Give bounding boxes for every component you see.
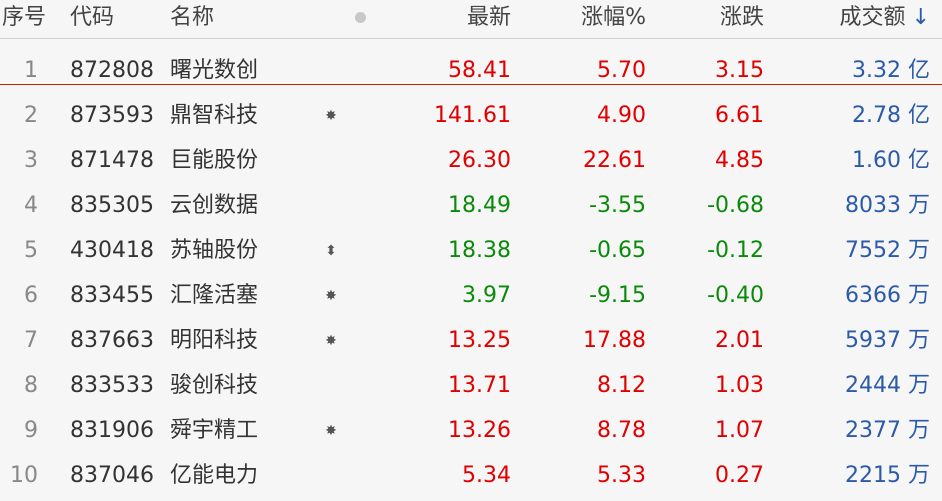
row-index: 9 [24,418,38,443]
table-row[interactable]: 5 430418 苏轴股份 ⬍ 18.38 -0.65 -0.12 7552 万 [0,228,942,273]
header-index[interactable]: 序号 [2,5,47,30]
stock-name: 舜宇精工 [170,418,259,443]
status-dot-icon [355,12,366,23]
header-pct[interactable]: 涨幅% [581,5,646,30]
header-price[interactable]: 最新 [466,5,511,30]
selected-row-indicator [0,84,942,85]
amount: 1.60 亿 [852,148,930,173]
change: -0.40 [707,283,764,308]
stock-name: 云创数据 [170,193,259,218]
price: 141.61 [434,103,511,128]
stock-name: 亿能电力 [170,463,259,488]
stock-name: 曙光数创 [170,58,259,83]
price: 13.26 [448,418,511,443]
stock-mark-icon: ✸ [325,288,337,304]
stock-code: 872808 [70,58,154,83]
header-code[interactable]: 代码 [70,5,115,30]
change-pct: 8.78 [597,418,646,443]
row-index: 1 [24,58,38,83]
price: 5.34 [462,463,511,488]
price: 26.30 [448,148,511,173]
header-amount-label: 成交额 [839,5,906,30]
change-pct: 17.88 [583,328,646,353]
table-row[interactable]: 3 871478 巨能股份 26.30 22.61 4.85 1.60 亿 [0,138,942,183]
change: 3.15 [715,58,764,83]
amount: 7552 万 [845,238,930,263]
stock-code: 873593 [70,103,154,128]
price: 58.41 [448,58,511,83]
stock-code: 831906 [70,418,154,443]
header-amount[interactable]: 成交额 ↓ [840,3,930,33]
row-index: 6 [24,283,38,308]
stock-mark-icon: ✸ [325,333,337,349]
change: 6.61 [715,103,764,128]
change-pct: 22.61 [583,148,646,173]
stock-code: 837046 [70,463,154,488]
stock-name: 巨能股份 [170,148,259,173]
table-row[interactable]: 8 833533 骏创科技 13.71 8.12 1.03 2444 万 [0,363,942,408]
stock-name: 苏轴股份 [170,238,259,263]
amount: 2.78 亿 [852,103,930,128]
amount: 2444 万 [845,373,930,398]
change: 1.07 [715,418,764,443]
change: 4.85 [715,148,764,173]
price: 3.97 [462,283,511,308]
change: 2.01 [715,328,764,353]
stock-mark-icon: ⬍ [325,243,337,259]
change-pct: -9.15 [589,283,646,308]
price: 18.49 [448,193,511,218]
change-pct: 5.70 [597,58,646,83]
row-index: 5 [24,238,38,263]
price: 13.71 [448,373,511,398]
table-row[interactable]: 2 873593 鼎智科技 ✸ 141.61 4.90 6.61 2.78 亿 [0,93,942,138]
stock-mark-icon: ✸ [325,423,337,439]
change: -0.68 [707,193,764,218]
stock-code: 837663 [70,328,154,353]
change-pct: 5.33 [597,463,646,488]
table-row[interactable]: 7 837663 明阳科技 ✸ 13.25 17.88 2.01 5937 万 [0,318,942,363]
change-pct: 8.12 [597,373,646,398]
row-index: 8 [24,373,38,398]
change-pct: -0.65 [589,238,646,263]
price: 13.25 [448,328,511,353]
amount: 3.32 亿 [852,58,930,83]
stock-code: 833455 [70,283,154,308]
table-row[interactable]: 1 872808 曙光数创 58.41 5.70 3.15 3.32 亿 [0,48,942,93]
stock-code: 430418 [70,238,154,263]
change: 1.03 [715,373,764,398]
change: -0.12 [707,238,764,263]
price: 18.38 [448,238,511,263]
stock-name: 骏创科技 [170,373,259,398]
stock-name: 汇隆活塞 [170,283,259,308]
header-change[interactable]: 涨跌 [719,5,764,30]
header-name[interactable]: 名称 [170,5,215,30]
row-index: 2 [24,103,38,128]
row-index: 10 [10,463,38,488]
change-pct: 4.90 [597,103,646,128]
stock-mark-icon: ✸ [325,108,337,124]
table-row[interactable]: 10 837046 亿能电力 5.34 5.33 0.27 2215 万 [0,453,942,498]
table-row[interactable]: 9 831906 舜宇精工 ✸ 13.26 8.78 1.07 2377 万 [0,408,942,453]
table-row[interactable]: 6 833455 汇隆活塞 ✸ 3.97 -9.15 -0.40 6366 万 [0,273,942,318]
table-header: 序号 代码 名称 最新 涨幅% 涨跌 成交额 ↓ [0,0,942,39]
amount: 5937 万 [845,328,930,353]
amount: 2377 万 [845,418,930,443]
amount: 8033 万 [845,193,930,218]
stock-name: 鼎智科技 [170,103,259,128]
amount: 6366 万 [845,283,930,308]
change: 0.27 [715,463,764,488]
row-index: 7 [24,328,38,353]
amount: 2215 万 [845,463,930,488]
change-pct: -3.55 [589,193,646,218]
sort-desc-icon: ↓ [911,5,930,30]
row-index: 4 [24,193,38,218]
table-row[interactable]: 4 835305 云创数据 18.49 -3.55 -0.68 8033 万 [0,183,942,228]
stock-name: 明阳科技 [170,328,259,353]
stock-code: 871478 [70,148,154,173]
row-index: 3 [24,148,38,173]
stock-code: 833533 [70,373,154,398]
stock-code: 835305 [70,193,154,218]
